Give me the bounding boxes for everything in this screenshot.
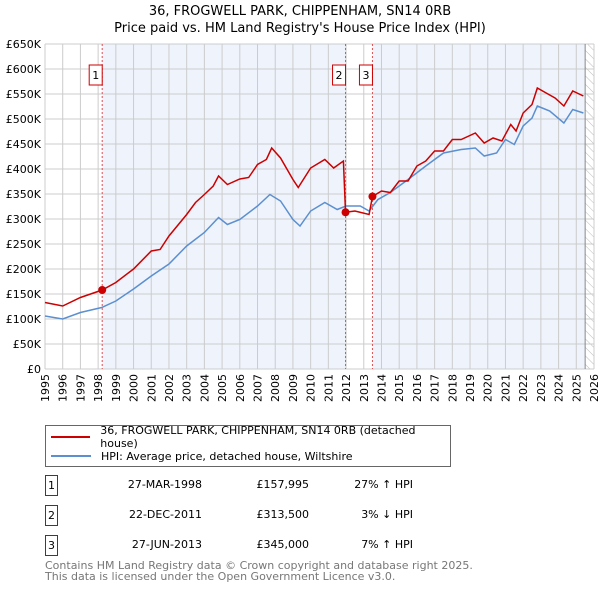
legend: 36, FROGWELL PARK, CHIPPENHAM, SN14 0RB … xyxy=(45,424,451,467)
shaded-region xyxy=(372,44,586,369)
y-tick-label: £300K xyxy=(6,213,42,226)
y-tick-label: £0 xyxy=(27,363,41,376)
forecast-hatch xyxy=(585,44,594,369)
y-tick-label: £650K xyxy=(6,38,42,51)
x-tick-label: 2000 xyxy=(128,374,141,402)
x-tick-label: 2019 xyxy=(464,374,477,402)
legend-label: HPI: Average price, detached house, Wilt… xyxy=(101,449,353,463)
sale-hpi-diff: 7% ↑ HPI xyxy=(361,538,413,551)
sale-hpi-diff: 27% ↑ HPI xyxy=(354,478,413,491)
y-tick-label: £400K xyxy=(6,163,42,176)
y-tick-label: £500K xyxy=(6,113,42,126)
x-tick-label: 1999 xyxy=(110,374,123,402)
x-tick-label: 1996 xyxy=(57,374,70,402)
x-tick-label: 2025 xyxy=(570,374,583,402)
sale-row: 1 27-MAR-1998 £157,995 27% ↑ HPI xyxy=(45,475,445,496)
x-tick-label: 2008 xyxy=(269,374,282,402)
x-tick-label: 2018 xyxy=(446,374,459,402)
x-tick-label: 1997 xyxy=(74,374,87,402)
sale-marker-badge: 1 xyxy=(45,475,58,496)
x-tick-label: 2016 xyxy=(411,374,424,402)
x-tick-label: 2011 xyxy=(322,374,335,402)
sale-row: 2 22-DEC-2011 £313,500 3% ↓ HPI xyxy=(45,505,445,526)
plot-area: 1995 1996 1997 1998 1999 2000 2001 2002 2003 2004… xyxy=(6,38,600,402)
x-tick-label: 2002 xyxy=(163,374,176,402)
sale-price: £157,995 xyxy=(256,478,310,491)
legend-swatch-red xyxy=(51,436,91,438)
sale-point xyxy=(98,286,107,295)
legend-swatch-blue xyxy=(51,455,91,457)
sale-label-box xyxy=(358,64,373,86)
footer-line: This data is licensed under the Open Gov… xyxy=(45,570,396,583)
x-tick-label: 2020 xyxy=(482,374,495,402)
x-tick-label: 2022 xyxy=(517,374,530,402)
x-tick-label: 2017 xyxy=(429,374,442,402)
sale-date: 22-DEC-2011 xyxy=(128,508,202,521)
x-tick-label: 2024 xyxy=(553,374,566,402)
x-tick-label: 2009 xyxy=(287,374,300,402)
x-tick-label: 2007 xyxy=(252,374,265,402)
y-tick-label: £250K xyxy=(6,238,42,251)
x-tick-label: 1998 xyxy=(92,374,105,402)
sale-date: 27-MAR-1998 xyxy=(127,478,202,491)
legend-item-hpi: HPI: Average price, detached house, Wilt… xyxy=(51,447,353,465)
x-tick-label: 2001 xyxy=(145,374,158,402)
sale-row: 3 27-JUN-2013 £345,000 7% ↑ HPI xyxy=(45,535,445,556)
legend-label: 36, FROGWELL PARK, CHIPPENHAM, SN14 0RB … xyxy=(100,424,416,450)
x-tick-label: 2003 xyxy=(181,374,194,402)
x-tick-label: 2005 xyxy=(216,374,229,402)
sale-label-box xyxy=(88,64,103,86)
x-tick-label: 2026 xyxy=(588,374,600,402)
legend-item-property: 36, FROGWELL PARK, CHIPPENHAM, SN14 0RB … xyxy=(51,424,450,450)
x-tick-label: 2013 xyxy=(358,374,371,402)
x-tick-label: 2010 xyxy=(305,374,318,402)
sale-label: 1 xyxy=(92,69,99,82)
sale-price: £313,500 xyxy=(256,508,310,521)
sale-marker-badge: 2 xyxy=(45,505,58,526)
sale-label: 3 xyxy=(362,69,369,82)
x-tick-label: 2012 xyxy=(340,374,353,402)
y-tick-label: £600K xyxy=(6,63,42,76)
hpi-line xyxy=(44,105,584,320)
y-tick-label: £100K xyxy=(6,313,42,326)
y-tick-label: £200K xyxy=(6,263,42,276)
x-tick-label: 2006 xyxy=(234,374,247,402)
sale-label: 2 xyxy=(336,69,343,82)
chart-subtitle: Price paid vs. HM Land Registry's House … xyxy=(114,21,486,36)
sale-point xyxy=(341,208,350,217)
x-tick-label: 2004 xyxy=(198,374,211,402)
x-tick-label: 1995 xyxy=(39,374,52,402)
shaded-region xyxy=(102,44,346,369)
sale-label-box xyxy=(332,64,347,86)
sale-marker-badge: 3 xyxy=(45,535,58,556)
chart-title: 36, FROGWELL PARK, CHIPPENHAM, SN14 0RB xyxy=(148,4,452,19)
x-tick-label: 2023 xyxy=(535,374,548,402)
sale-hpi-diff: 3% ↓ HPI xyxy=(361,508,413,521)
x-tick-label: 2015 xyxy=(393,374,406,402)
x-tick-label: 2021 xyxy=(499,374,512,402)
sale-date: 27-JUN-2013 xyxy=(131,538,202,551)
y-tick-label: £550K xyxy=(6,88,42,101)
footer-line: Contains HM Land Registry data © Crown c… xyxy=(45,559,473,572)
sale-price: £345,000 xyxy=(256,538,310,551)
x-tick-label: 2014 xyxy=(375,374,388,402)
sale-point xyxy=(368,192,377,201)
y-tick-label: £350K xyxy=(6,188,42,201)
y-tick-label: £150K xyxy=(6,288,42,301)
y-tick-label: £450K xyxy=(6,138,42,151)
footer: Contains HM Land Registry data © Crown c… xyxy=(45,560,473,582)
y-tick-label: £50K xyxy=(13,338,42,351)
